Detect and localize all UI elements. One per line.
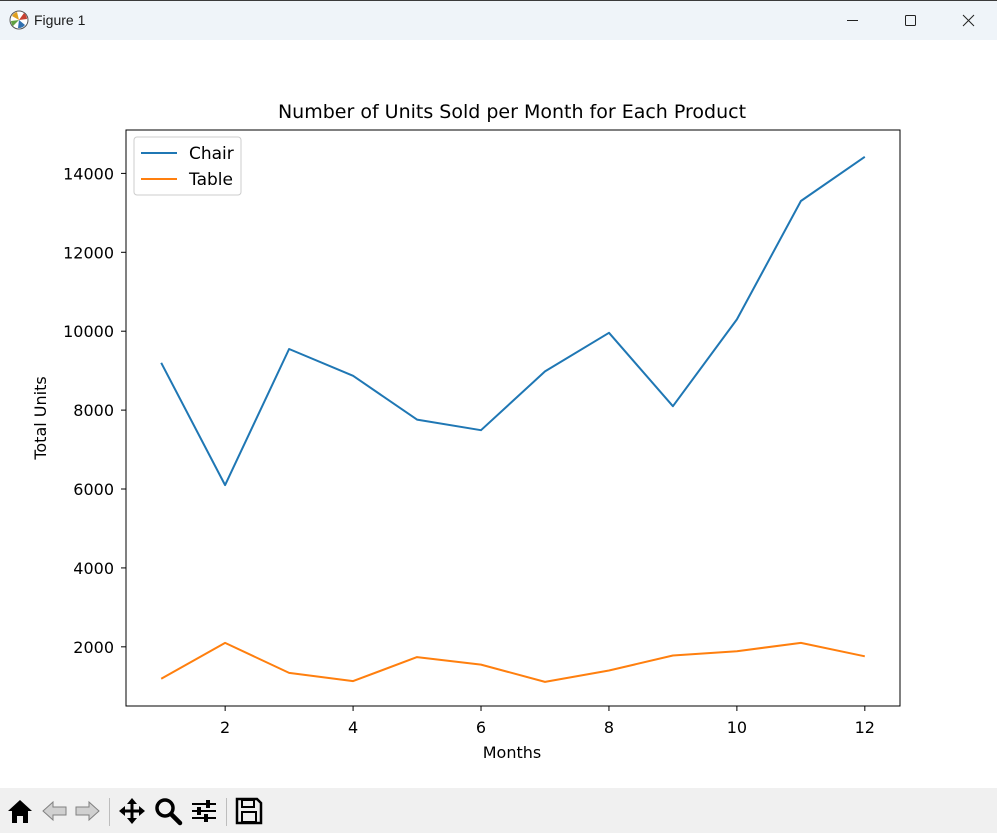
legend-label-chair: Chair (189, 144, 234, 164)
save-button[interactable] (234, 796, 264, 826)
figure-canvas[interactable]: Number of Units Sold per Month for Each … (0, 40, 997, 788)
chart-title: Number of Units Sold per Month for Each … (278, 101, 746, 123)
maximize-button[interactable] (882, 1, 940, 40)
back-button[interactable] (40, 796, 70, 826)
y-tick-label: 12000 (63, 243, 114, 262)
save-icon (235, 797, 263, 825)
x-tick-label: 10 (727, 718, 747, 737)
pan-move-icon (119, 798, 145, 824)
axes-frame (125, 129, 901, 707)
line-chart: Number of Units Sold per Month for Each … (31, 101, 901, 762)
x-tick-label: 4 (348, 718, 358, 737)
legend-box (133, 136, 242, 196)
x-tick-label: 8 (604, 718, 614, 737)
y-tick-label: 2000 (73, 638, 114, 657)
toolbar-separator (226, 798, 227, 826)
y-tick-label: 8000 (73, 401, 114, 420)
forward-button[interactable] (72, 796, 102, 826)
home-button[interactable] (5, 796, 35, 826)
toolbar-separator (109, 798, 110, 826)
home-icon (8, 800, 32, 823)
series-line-chair (160, 155, 866, 487)
configure-subplots-button[interactable] (189, 796, 219, 826)
x-axis-label: Months (483, 743, 541, 762)
y-tick-label: 6000 (73, 480, 114, 499)
minimize-button[interactable] (824, 1, 882, 40)
window-title: Figure 1 (34, 12, 86, 28)
forward-arrow-icon (75, 800, 100, 822)
pan-button[interactable] (117, 796, 147, 826)
legend: Chair Table (133, 136, 242, 196)
close-icon (962, 14, 975, 27)
back-arrow-icon (42, 800, 67, 822)
x-tick-label: 12 (855, 718, 875, 737)
close-button[interactable] (940, 1, 997, 40)
y-tick-label: 14000 (63, 164, 114, 183)
y-tick-label: 4000 (73, 559, 114, 578)
navigation-toolbar (0, 788, 997, 833)
window-titlebar: Figure 1 (0, 0, 997, 40)
y-tick-label: 10000 (63, 322, 114, 341)
x-tick-label: 6 (476, 718, 486, 737)
minimize-icon (847, 20, 858, 21)
zoom-button[interactable] (153, 796, 183, 826)
maximize-icon (905, 15, 916, 26)
configure-subplots-icon (192, 800, 216, 822)
y-axis-label: Total Units (31, 376, 50, 460)
series-line-table (160, 641, 866, 683)
x-tick-label: 2 (220, 718, 230, 737)
zoom-magnifier-icon (155, 798, 183, 826)
legend-label-table: Table (188, 170, 233, 190)
matplotlib-icon (9, 10, 29, 30)
